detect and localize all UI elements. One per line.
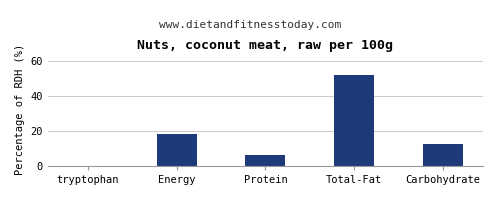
Bar	[246, 155, 286, 166]
Bar	[423, 144, 463, 166]
Bar	[334, 75, 374, 166]
Y-axis label: Percentage of RDH (%): Percentage of RDH (%)	[15, 43, 25, 175]
Bar	[156, 134, 196, 166]
Title: Nuts, coconut meat, raw per 100g: Nuts, coconut meat, raw per 100g	[138, 39, 394, 52]
Text: www.dietandfitnesstoday.com: www.dietandfitnesstoday.com	[159, 20, 341, 30]
